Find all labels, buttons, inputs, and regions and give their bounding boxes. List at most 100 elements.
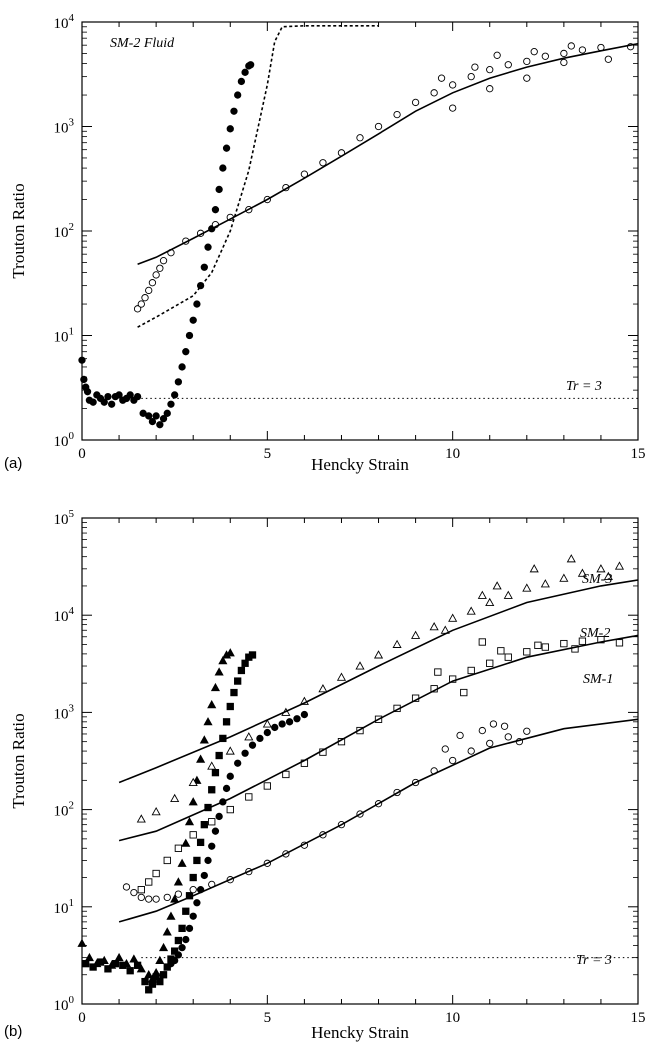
panel-b-series-5-point (130, 888, 138, 897)
panel-b-series-1-point (200, 821, 208, 829)
panel-a-series-0-point (234, 91, 242, 99)
panel-b-series-5-point (504, 733, 512, 741)
panel-b-series-3-point (540, 579, 550, 588)
panel-a-y-tick-base: 10 (54, 16, 69, 32)
panel-b-y-tick-label: 102 (54, 800, 75, 820)
panel-b-series-8-line (118, 718, 639, 923)
panel-a-x-axis-title: Hencky Strain (311, 455, 409, 474)
panel-b-series-0-point (173, 877, 183, 886)
panel-b-series-0-point (225, 648, 235, 657)
panel-b-series-5-point (122, 883, 131, 891)
panel-b-series-3-point (477, 590, 487, 599)
panel-a-series-1-point (567, 42, 575, 50)
panel-b-series-3-point (503, 590, 513, 599)
panel-b-series-1-point (189, 873, 197, 882)
panel-b-series-0-point (218, 656, 228, 665)
panel-b-series-0-point (210, 682, 221, 692)
panel-b-x-tick-label: 10 (445, 1010, 460, 1026)
panel-b-series-4-point (174, 844, 183, 852)
panel-a-series-1-point (604, 55, 612, 63)
panel-a-series-1-point (449, 104, 457, 112)
panel-b-series-2-point (178, 943, 186, 952)
panel-a-series-1-point (523, 57, 531, 66)
panel-b-series-5-point (174, 890, 183, 898)
panel-b-series-1-point (152, 973, 160, 981)
panel-b-frame (81, 517, 639, 1005)
panel-b-x-axis-title: Hencky Strain (311, 1023, 409, 1042)
panel-b-y-tick-base: 10 (54, 901, 69, 917)
panel-b-series-0-point (196, 754, 206, 763)
panel-b-series-2-point (193, 899, 201, 907)
panel-a-y-axis-title: Trouton Ratio (9, 183, 28, 278)
panel-b-series-1-point (211, 768, 220, 777)
panel-a-series-1-point (356, 134, 364, 142)
panel-b-series-4-point (478, 638, 486, 646)
panel-a-series-0-point (163, 409, 171, 417)
panel-b-series-0-point (170, 894, 180, 903)
panel-b-series-3-point (448, 613, 458, 622)
panel-b-series-3-point (373, 650, 384, 659)
panel-a-series-0-point (204, 243, 212, 251)
panel-a-series-0-point (83, 388, 92, 396)
panel-a-series-0-point (189, 316, 197, 324)
panel-b-series-1-point (148, 980, 157, 988)
panel-a-series-0-point (167, 400, 175, 408)
panel-b-series-4-point (189, 831, 197, 839)
panel-a-x-tick-label: 0 (78, 446, 86, 462)
panel-b-tr-label: Tr = 3 (576, 953, 612, 968)
panel-a-frame (81, 21, 639, 441)
panel-a-series-1-point (152, 271, 160, 279)
panel-b-series-4-point (449, 675, 457, 683)
panel-a-series-0-point (108, 400, 116, 408)
panel-b-series-3-point (411, 630, 421, 639)
panel-b-series-3-point (170, 793, 180, 803)
panel-b-series-5-point (189, 886, 197, 894)
panel-a-x-tick-label: 10 (445, 446, 460, 462)
panel-a-y-tick-exponent: 4 (69, 12, 75, 24)
panel-a-series-1-point (137, 300, 145, 308)
panel-a-series-0-point (171, 391, 179, 399)
panel-b-series-0-point (166, 911, 176, 920)
panel-b-series-3-point (492, 581, 502, 590)
panel-a-series-0-point (133, 392, 142, 401)
panel-a-series-0-point (182, 348, 190, 356)
panel-a-series-0-point (219, 164, 227, 172)
panel-b-series-2-point (174, 951, 183, 959)
panel-b-y-tick-label: 101 (54, 897, 75, 917)
panel-b-y-tick-base: 10 (54, 804, 69, 820)
panel-b-series-0-point (188, 797, 198, 806)
panel-b-y-axis-title: Trouton Ratio (9, 713, 28, 808)
panel-a-series-1-point (145, 286, 153, 295)
panel-a-series-0-point (100, 398, 108, 406)
panel-b-series-3-point (244, 732, 254, 741)
panel-a-series-0-point (159, 415, 168, 423)
panel-b-y-tick-exponent: 4 (69, 605, 75, 617)
panel-b-y-tick-exponent: 3 (69, 702, 75, 714)
panel-b-series-2-point (204, 856, 212, 865)
panel-b-series-1-point (111, 960, 120, 968)
panel-b-series-1-point (104, 965, 112, 973)
panel-b-series-4-point (282, 770, 290, 779)
panel-b-series-1-point (230, 688, 238, 697)
panel-b-y-tick-base: 10 (54, 609, 69, 625)
panel-a-series-0-point (230, 107, 238, 115)
panel-b-series-4-point (560, 639, 568, 648)
panel-a-series-0-point (215, 185, 223, 194)
panel-b-series-4-point (208, 818, 216, 826)
panel-b-series-1-point (182, 907, 190, 915)
panel-a-series-0-point (148, 417, 157, 426)
panel-b-series-3-point (188, 777, 198, 786)
panel-b-series-3-point (429, 622, 439, 631)
panel-b-series-1-point (156, 977, 164, 986)
panel-b-series-0-point (184, 817, 195, 826)
panel-b-series-0-point (155, 955, 165, 965)
panel-b-series-1-point (133, 961, 142, 969)
panel-a-series-0-point (126, 391, 134, 399)
panel-b-series-1-point (222, 718, 231, 726)
panel-b-series-1-point (119, 961, 127, 969)
panel-a-series-1-point (141, 294, 149, 302)
panel-b-series-2-point (278, 720, 286, 728)
panel-a-series-1-point (430, 89, 438, 97)
panel-b-series-2-point (215, 812, 223, 821)
